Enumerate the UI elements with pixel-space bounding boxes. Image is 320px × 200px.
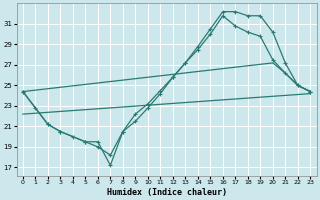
X-axis label: Humidex (Indice chaleur): Humidex (Indice chaleur) <box>107 188 227 197</box>
